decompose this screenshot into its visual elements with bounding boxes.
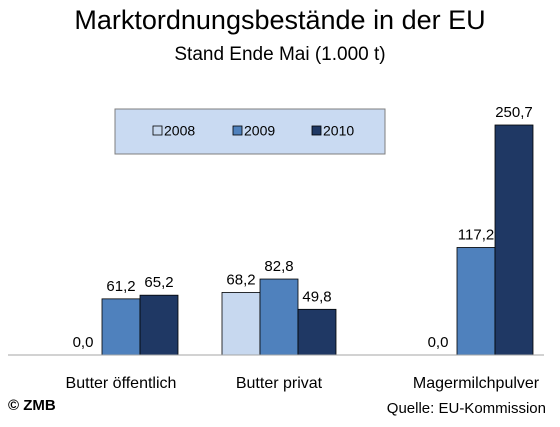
value-labels-layer: 0,0 61,2 65,2 68,2 82,8 49,8 0,0 117,2 250,7 (73, 104, 533, 351)
value-label: 82,8 (264, 258, 293, 275)
legend-label-2008: 2008 (164, 123, 195, 139)
value-label: 0,0 (73, 334, 94, 351)
bar-2009-3 (456, 247, 496, 356)
copyright-text: © ZMB (8, 397, 56, 414)
chart-title: Marktordnungsbestände in der EU (74, 5, 486, 35)
category-label: Butter privat (236, 375, 323, 392)
value-label: 49,8 (302, 288, 331, 305)
value-label: 61,2 (106, 278, 135, 295)
bar-2008-2 (221, 292, 261, 356)
value-label: 0,0 (428, 334, 449, 351)
bar-2009-1 (101, 298, 141, 356)
category-labels-layer: Butter öffentlich Butter privat Magermilch… (66, 375, 540, 392)
legend-label-2009: 2009 (244, 123, 275, 139)
category-label: Magermilchpulver (413, 375, 540, 392)
bars-layer (101, 124, 534, 356)
legend-label-2010: 2010 (323, 123, 354, 139)
bar-2010-3 (494, 124, 534, 356)
source-text: Quelle: EU-Kommission (386, 400, 546, 417)
legend-swatch-2010 (311, 125, 322, 136)
legend-swatch-2008 (152, 125, 163, 136)
legend-swatch-2009 (232, 125, 243, 136)
chart-subtitle: Stand Ende Mai (1.000 t) (174, 44, 386, 65)
value-label: 68,2 (226, 271, 255, 288)
value-label: 250,7 (495, 104, 533, 121)
value-label: 65,2 (144, 274, 173, 291)
bar-2010-1 (139, 294, 179, 356)
bar-2010-2 (297, 308, 337, 356)
value-label: 117,2 (458, 226, 494, 243)
bar-2009-2 (259, 278, 299, 356)
category-label: Butter öffentlich (66, 375, 177, 392)
legend: 2008 2009 2010 (114, 108, 386, 155)
